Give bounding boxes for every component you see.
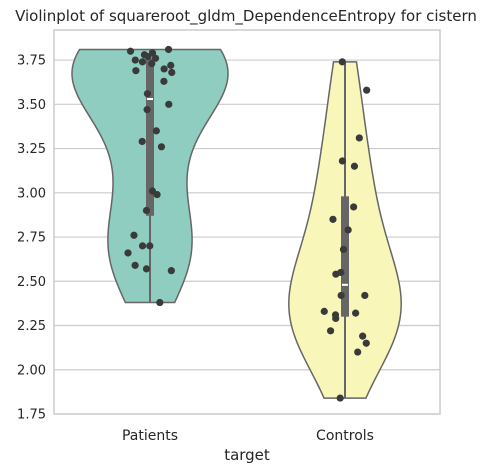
data-point (320, 307, 328, 315)
data-point (124, 249, 132, 257)
data-point (142, 265, 151, 273)
data-point (156, 298, 164, 307)
data-point (350, 162, 359, 170)
data-point (130, 231, 138, 239)
y-tick-label: 2.75 (17, 231, 46, 246)
data-point (336, 394, 344, 402)
data-point (352, 309, 360, 317)
data-point (143, 106, 151, 114)
y-tick-label: 3.00 (17, 186, 46, 201)
data-point (131, 261, 139, 269)
data-point (168, 68, 176, 77)
data-point (131, 56, 139, 64)
x-axis-title: target (224, 446, 270, 464)
data-point (329, 215, 337, 223)
data-point (332, 314, 340, 323)
data-point (138, 58, 147, 66)
data-point (142, 206, 151, 215)
data-point (344, 226, 352, 234)
y-tick-label: 3.75 (17, 54, 46, 69)
data-point (362, 339, 370, 347)
y-tick-labels: 1.75 2.00 2.25 2.50 2.75 3.00 3.25 3.50 3.75 (17, 54, 46, 423)
data-point (359, 332, 367, 340)
data-point (160, 77, 168, 85)
data-point (338, 157, 347, 165)
data-point (338, 58, 346, 66)
data-point (363, 86, 371, 94)
data-point (157, 143, 166, 151)
data-point (148, 60, 156, 68)
data-point (143, 90, 152, 98)
y-tick-label: 2.50 (17, 275, 46, 290)
data-point (151, 54, 160, 62)
data-point (339, 245, 348, 254)
x-tick-label: Controls (316, 428, 374, 444)
data-point (332, 270, 340, 278)
y-tick-label: 1.75 (17, 408, 46, 423)
data-point (126, 47, 135, 55)
data-point (165, 100, 173, 108)
data-point (361, 291, 369, 300)
chart-title: Violinplot of squareroot_gldm_Dependence… (15, 7, 477, 26)
data-point (153, 190, 161, 199)
iqr-box (341, 196, 349, 317)
data-point (132, 67, 140, 75)
data-point (337, 291, 345, 300)
y-tick-label: 3.50 (17, 98, 46, 113)
data-point (326, 327, 335, 335)
point-layer (124, 45, 371, 402)
x-tick-label: Patients (122, 428, 178, 444)
y-tick-label: 2.00 (17, 363, 46, 378)
data-point (146, 242, 154, 250)
data-point (167, 61, 175, 69)
data-point (138, 242, 147, 250)
data-point (355, 134, 363, 142)
data-point (152, 127, 160, 135)
data-point (167, 267, 175, 275)
data-point (138, 137, 146, 146)
data-point (160, 65, 168, 73)
x-tick-labels: Patients Controls (122, 428, 374, 444)
data-point (144, 52, 152, 61)
data-point (350, 203, 358, 211)
y-tick-label: 2.25 (17, 319, 46, 334)
plot-frame (53, 29, 441, 415)
iqr-box (146, 58, 154, 216)
violin-layer (71, 48, 402, 399)
data-point (164, 45, 173, 54)
data-point (354, 348, 362, 356)
y-tick-label: 3.25 (17, 142, 46, 157)
